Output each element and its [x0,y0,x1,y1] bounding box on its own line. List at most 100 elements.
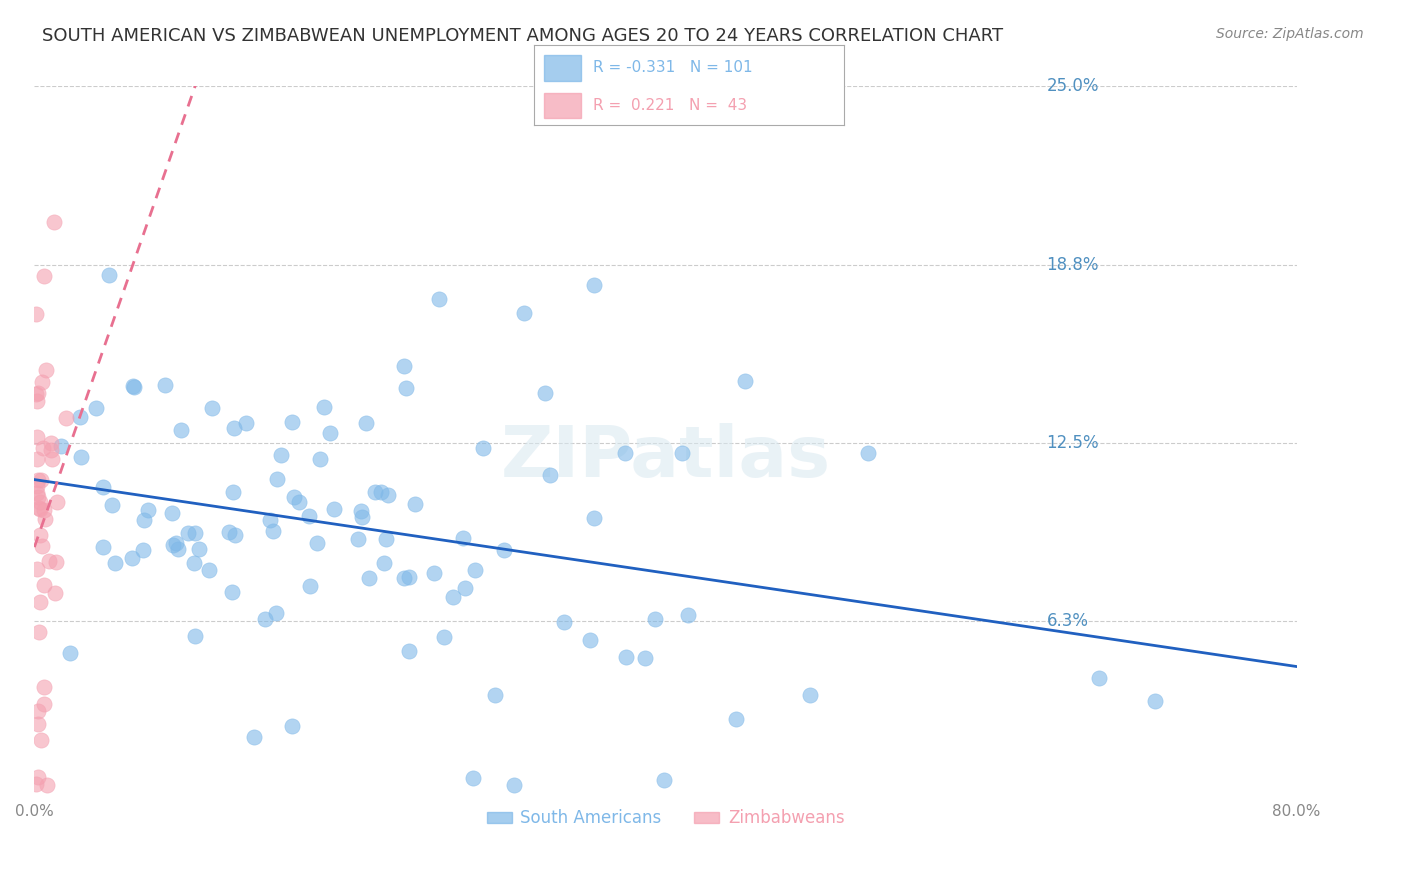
Point [160,506,183,520]
Point [59,646,82,660]
Point [28,502,51,516]
Point [392,359,415,373]
Point [91,480,114,494]
Point [27,385,49,400]
Point [177,526,200,541]
Point [28,501,51,516]
Point [370,485,392,500]
Point [28,624,51,639]
Point [395,381,418,395]
Point [25,562,48,576]
Point [398,644,420,658]
Point [323,502,346,516]
Point [377,488,399,502]
Point [49,438,72,452]
Point [30,473,52,487]
Point [354,416,377,430]
Point [25,777,48,791]
Point [121,551,143,566]
Point [183,556,205,570]
Point [312,401,335,415]
Point [243,730,266,744]
Point [222,484,245,499]
Point [37,778,59,792]
Point [799,688,821,702]
Point [494,543,516,558]
Point [27,770,49,784]
Point [297,508,319,523]
Point [614,649,637,664]
Point [34,511,56,525]
Point [25,479,48,493]
Point [38,553,60,567]
Point [31,539,53,553]
Point [165,536,187,550]
Point [69,410,91,425]
Point [170,423,193,437]
Text: R =  0.221   N =  43: R = 0.221 N = 43 [593,98,747,113]
Point [132,542,155,557]
Point [350,509,373,524]
Point [464,564,486,578]
Point [634,651,657,665]
Point [259,512,281,526]
Point [270,448,292,462]
Point [184,629,207,643]
Point [375,532,398,546]
Point [583,510,606,524]
Point [432,630,454,644]
Point [91,540,114,554]
Point [398,570,420,584]
Point [32,441,55,455]
Point [454,581,477,595]
Point [484,688,506,702]
Point [122,379,145,393]
Point [725,712,748,726]
Point [44,586,66,600]
Point [155,377,177,392]
Point [346,532,368,546]
Point [235,416,257,430]
Text: 25.0%: 25.0% [1046,78,1099,95]
Point [27,490,49,504]
Point [652,773,675,788]
Point [613,446,636,460]
Point [451,531,474,545]
Point [1143,694,1166,708]
Point [671,446,693,460]
Point [224,527,246,541]
Point [423,566,446,580]
Point [122,380,145,394]
Point [184,525,207,540]
Point [512,306,534,320]
Point [45,494,67,508]
Point [187,542,209,557]
Point [533,386,555,401]
Point [27,704,49,718]
Point [283,490,305,504]
Point [644,612,666,626]
Point [31,375,53,389]
Point [45,555,67,569]
FancyBboxPatch shape [544,93,581,119]
Text: R = -0.331   N = 101: R = -0.331 N = 101 [593,61,752,76]
Point [39,436,62,450]
Point [104,556,127,570]
Point [28,495,51,509]
Point [42,214,65,228]
Point [34,697,56,711]
Point [218,524,240,539]
Point [262,524,284,538]
Legend: South Americans, Zimbabweans: South Americans, Zimbabweans [479,803,851,834]
Point [676,607,699,622]
Text: 12.5%: 12.5% [1046,434,1099,452]
Point [32,680,55,694]
Point [27,430,49,444]
Point [298,579,321,593]
Point [364,485,387,500]
Point [70,450,93,464]
Point [404,497,426,511]
Point [30,733,52,747]
Point [502,778,524,792]
Point [100,498,122,512]
